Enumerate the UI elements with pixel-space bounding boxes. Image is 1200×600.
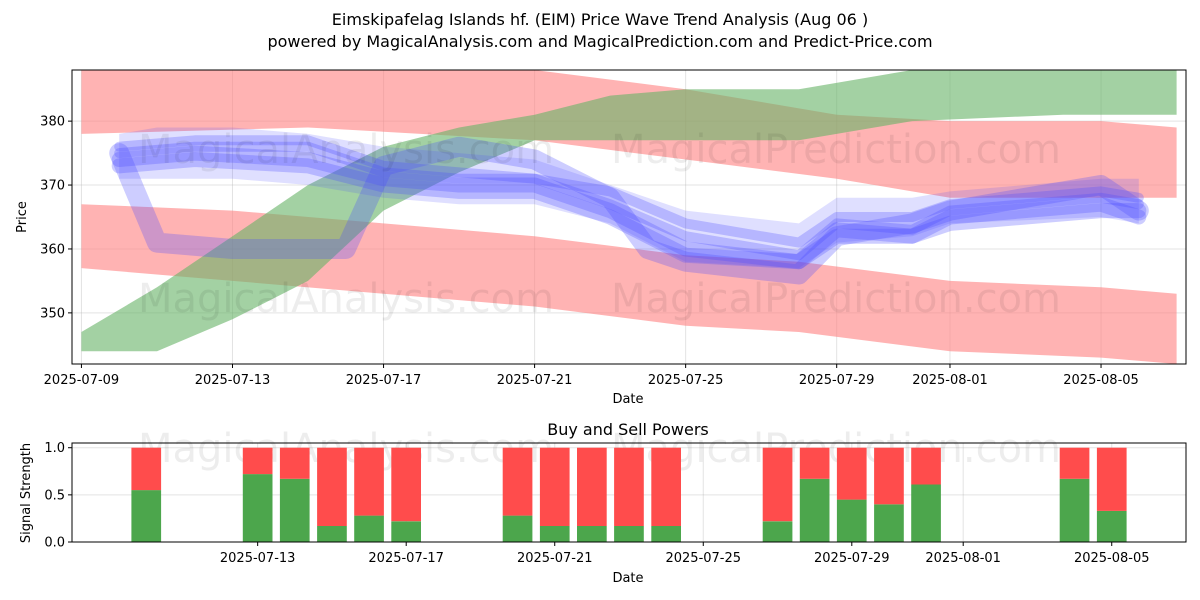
- buy-power-bar: [242, 474, 273, 542]
- price-y-tick-label: 350: [40, 306, 65, 321]
- price-series-wave-5: [111, 152, 1147, 270]
- price-y-tick-label: 360: [40, 242, 65, 257]
- sell-power-bar: [836, 447, 867, 500]
- power-x-tick-label: 2025-07-17: [368, 551, 444, 566]
- buy-power-bar: [1059, 478, 1090, 542]
- buy-power-bar: [391, 521, 421, 542]
- buy-power-bar: [354, 515, 384, 542]
- power-x-tick-label: 2025-08-01: [925, 551, 1001, 566]
- price-band-green-band: [81, 70, 1177, 352]
- buy-power-bar: [502, 515, 533, 542]
- watermark-analysis-bottom: MagicalAnalysis.com: [138, 276, 554, 322]
- buy-power-bar: [577, 526, 607, 542]
- price-x-tick-label: 2025-08-01: [912, 373, 988, 388]
- sell-power-bar: [502, 447, 533, 516]
- sell-power-bar: [1096, 447, 1127, 511]
- power-x-tick-label: 2025-07-21: [517, 551, 593, 566]
- power-x-tick-label: 2025-07-29: [814, 551, 890, 566]
- sell-power-bar: [762, 447, 793, 522]
- main-title-line1: Eimskipafelag Islands hf. (EIM) Price Wa…: [332, 10, 868, 29]
- sell-power-bar: [799, 447, 830, 479]
- power-axes-frame: [71, 442, 1187, 543]
- price-x-tick-label: 2025-07-09: [44, 373, 120, 388]
- price-x-tick-label: 2025-08-05: [1063, 373, 1139, 388]
- buy-power-bar: [131, 490, 162, 542]
- sell-power-bar: [131, 447, 162, 491]
- sell-power-bar: [317, 447, 347, 526]
- price-series-wave-1: [114, 141, 1144, 261]
- power-chart: Buy and Sell Powers MagicalAnalysis.com …: [19, 420, 1187, 586]
- buy-power-bar: [614, 526, 644, 542]
- power-bars: [131, 447, 1127, 542]
- power-y-tick-label: 1.0: [44, 441, 65, 456]
- price-y-axis-label: Price: [15, 201, 30, 233]
- buy-power-bar: [651, 526, 681, 542]
- price-x-tick-label: 2025-07-29: [799, 373, 875, 388]
- sell-power-bar: [614, 447, 644, 526]
- buy-power-bar: [874, 504, 904, 542]
- sell-power-bar: [577, 447, 607, 526]
- sell-power-bar: [911, 447, 941, 485]
- buy-power-bar: [799, 478, 830, 542]
- sell-power-bar: [651, 447, 681, 526]
- power-y-tick-label: 0.0: [44, 536, 65, 551]
- buy-power-bar: [279, 478, 310, 542]
- sell-power-bar: [874, 447, 904, 505]
- buy-power-bar: [911, 484, 941, 542]
- price-y-tick-label: 380: [40, 115, 65, 130]
- power-x-tick-label: 2025-08-05: [1074, 551, 1150, 566]
- price-series-wave-4: [114, 135, 1144, 248]
- price-band-blue-wave-band: [119, 127, 1139, 269]
- price-band-red-lower-band: [81, 204, 1177, 364]
- buy-power-bar: [317, 526, 347, 542]
- price-chart: MagicalAnalysis.com MagicalPrediction.co…: [15, 69, 1187, 407]
- sell-power-bar: [242, 447, 273, 475]
- price-series-wave-3: [109, 136, 1149, 285]
- price-bands: [81, 70, 1177, 364]
- main-title-line2: powered by MagicalAnalysis.com and Magic…: [267, 32, 932, 51]
- power-x-tick-label: 2025-07-13: [220, 551, 296, 566]
- sell-power-bar: [391, 447, 421, 522]
- buy-power-bar: [1096, 510, 1127, 542]
- price-x-tick-label: 2025-07-21: [497, 373, 573, 388]
- buy-power-bar: [762, 521, 793, 542]
- power-x-tick-label: 2025-07-25: [665, 551, 741, 566]
- watermark-analysis-top: MagicalAnalysis.com: [138, 127, 554, 173]
- power-y-axis-label: Signal Strength: [19, 443, 34, 543]
- sell-power-bar: [354, 447, 384, 516]
- buy-power-bar: [836, 499, 867, 542]
- price-x-tick-label: 2025-07-17: [346, 373, 422, 388]
- sell-power-bar: [279, 447, 310, 479]
- watermark-prediction-top: MagicalPrediction.com: [611, 127, 1061, 173]
- price-x-axis-label: Date: [612, 392, 643, 407]
- price-series-wave-2: [111, 145, 1147, 270]
- price-x-tick-label: 2025-07-25: [648, 373, 724, 388]
- watermark-prediction-bottom: MagicalPrediction.com: [611, 276, 1061, 322]
- price-y-tick-label: 370: [40, 179, 65, 194]
- price-ticks: 350 360 370 380 2025-07-09 2025-07-13 2025-07-…: [40, 115, 1139, 388]
- power-ticks: 0.0 0.5 1.0 2025-07-13 2025-07-17 2025-07-21 2…: [44, 441, 1149, 566]
- price-x-tick-label: 2025-07-13: [195, 373, 271, 388]
- power-x-axis-label: Date: [612, 571, 643, 586]
- buy-power-bar: [539, 526, 570, 542]
- price-axes-frame: [71, 69, 1187, 365]
- power-y-tick-label: 0.5: [44, 488, 65, 503]
- price-waves: [109, 135, 1149, 285]
- power-chart-title: Buy and Sell Powers: [547, 420, 709, 439]
- sell-power-bar: [1059, 447, 1090, 479]
- sell-power-bar: [539, 447, 570, 526]
- watermark-prediction-power: MagicalPrediction.com: [611, 426, 1061, 472]
